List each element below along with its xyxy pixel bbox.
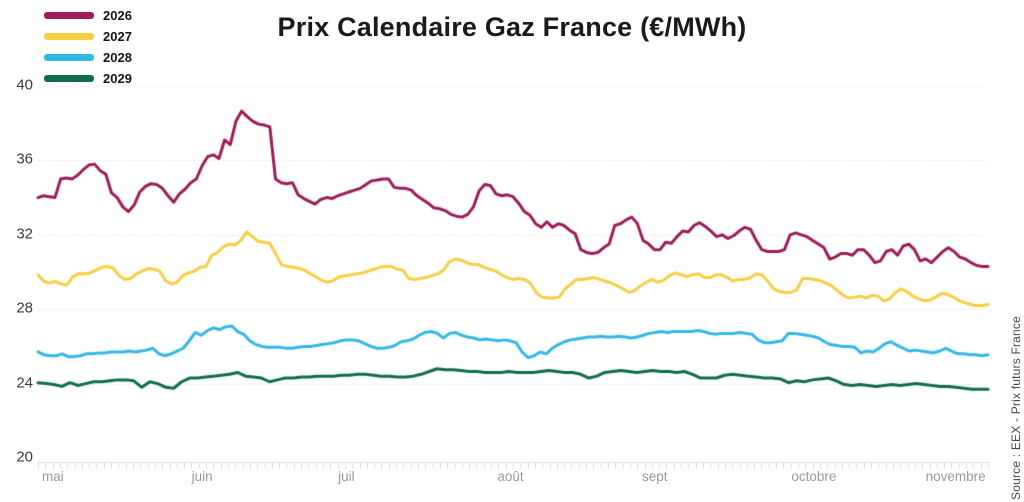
x-axis-label-novembre: novembre (925, 469, 986, 484)
y-axis-label-20: 20 (16, 448, 33, 466)
x-axis-label-juin: juin (191, 469, 213, 484)
x-axis-label-mai: mai (42, 469, 64, 484)
y-axis-label-32: 32 (16, 225, 33, 243)
y-axis-label-24: 24 (16, 374, 33, 392)
x-axis-label-sept: sept (641, 469, 668, 484)
y-axis-label-28: 28 (16, 299, 33, 317)
y-axis-label-40: 40 (16, 76, 33, 94)
y-axis-label-36: 36 (16, 151, 33, 169)
source-note: Source : EEX - Prix futurs France (1009, 316, 1023, 500)
x-axis-label-août: août (497, 469, 524, 484)
x-axis-label-juil: juil (338, 469, 355, 484)
x-axis-label-octobre: octobre (791, 469, 837, 484)
